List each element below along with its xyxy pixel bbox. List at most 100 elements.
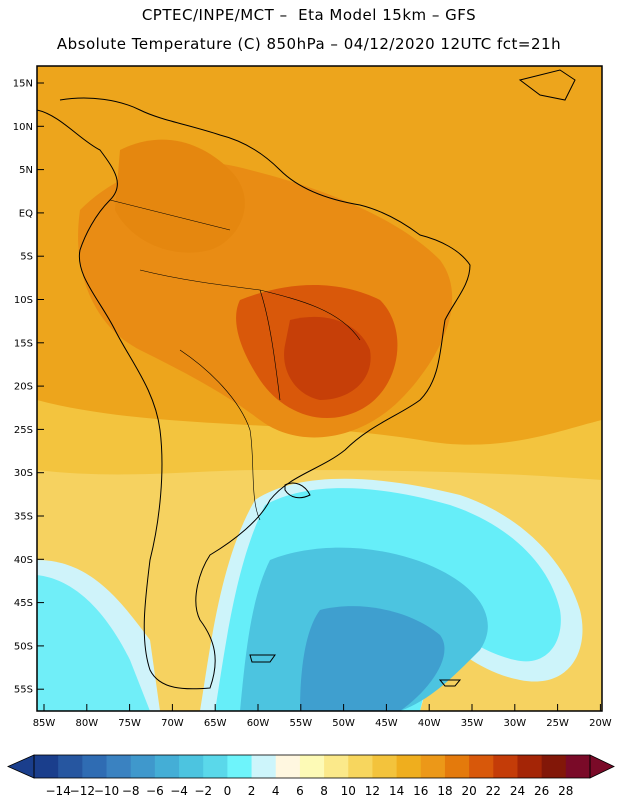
lat-tick-label: EQ <box>19 208 33 219</box>
cold-west <box>37 575 150 711</box>
colorbar-swatch <box>130 755 156 778</box>
lat-tick-label: 10S <box>14 295 33 306</box>
colorbar-swatch <box>493 755 518 778</box>
colorbar-swatch <box>299 755 325 778</box>
colorbar-label: 0 <box>224 784 232 798</box>
colorbar-label: 4 <box>272 784 280 798</box>
lat-tick-label: 30S <box>14 468 33 479</box>
border-3 <box>109 199 231 231</box>
border-1 <box>139 269 361 341</box>
lat-tick-label: 5S <box>20 252 33 263</box>
lon-tick-label: 55W <box>289 718 312 729</box>
temperature-field <box>37 66 602 711</box>
caribbean-islands <box>518 69 576 101</box>
plata-estuary <box>284 482 311 499</box>
colorbar-label: 6 <box>296 784 304 798</box>
cold-core-deep <box>300 606 445 711</box>
lon-tick-label: 75W <box>118 718 141 729</box>
lon-tick-label: 25W <box>546 718 569 729</box>
colorbar-label: −8 <box>122 784 140 798</box>
colorbar-swatch <box>58 755 83 778</box>
lon-tick-label: 40W <box>418 718 441 729</box>
colorbar-label: −14 <box>46 784 71 798</box>
colorbar-swatch <box>34 755 59 778</box>
lat-tick-label: 5N <box>19 165 33 176</box>
colorbar-swatch <box>275 755 301 778</box>
core-temp-24 <box>284 316 371 400</box>
colorbar-label: 20 <box>461 784 476 798</box>
lon-tick-label: 65W <box>204 718 227 729</box>
lon-tick-label: 85W <box>33 718 56 729</box>
colorbar-label: 22 <box>486 784 501 798</box>
colorbar-swatch <box>420 755 446 778</box>
colorbar-frame <box>33 754 591 779</box>
lat-tick-label: 45S <box>14 598 33 609</box>
colorbar-min-arrow <box>7 754 35 779</box>
colorbar-swatch <box>444 755 470 778</box>
colorbar-swatch <box>203 755 228 778</box>
lon-tick-label: 80W <box>75 718 98 729</box>
colorbar-label: −10 <box>94 784 119 798</box>
border-4 <box>259 289 281 401</box>
colorbar-label: 10 <box>341 784 356 798</box>
colorbar-swatch <box>372 755 398 778</box>
lon-tick-group: 85W 80W 75W 70W 65W 60W 55W 50W 45W 40W 35W 30W 25W 2… <box>33 704 612 729</box>
colorbar-swatch <box>106 755 132 778</box>
colorbar-swatch <box>324 755 349 778</box>
colorbar-swatch <box>396 755 422 778</box>
colorbar-label: 12 <box>365 784 380 798</box>
border-2 <box>179 349 261 521</box>
lat-tick-label: 10N <box>13 122 33 133</box>
colorbar-swatch <box>517 755 543 778</box>
lon-tick-label: 35W <box>461 718 484 729</box>
coastlines <box>37 69 576 690</box>
colorbar-swatch <box>251 755 277 778</box>
continent-outline <box>37 97 471 690</box>
colorbar-label: 16 <box>413 784 428 798</box>
colorbar-swatch <box>541 755 567 778</box>
colorbar-swatch <box>154 755 180 778</box>
colorbar-swatch <box>565 755 591 778</box>
colorbar-label: 26 <box>534 784 549 798</box>
lon-tick-label: 70W <box>161 718 184 729</box>
north-land-warm <box>115 139 245 253</box>
lat-tick-label: 20S <box>14 382 33 393</box>
colorbar-swatch <box>348 755 373 778</box>
lon-tick-label: 30W <box>503 718 526 729</box>
colorbar-label: 28 <box>558 784 573 798</box>
plot-frame <box>36 65 603 712</box>
lon-tick-label: 60W <box>247 718 270 729</box>
title-line-1: CPTEC/INPE/MCT – Eta Model 15km – GFS <box>141 6 477 24</box>
lat-tick-label: 35S <box>14 512 33 523</box>
lon-tick-label: 20W <box>589 718 612 729</box>
colorbar-swatch <box>469 755 494 778</box>
colorbar-label: 2 <box>248 784 256 798</box>
colorbar-label: −4 <box>170 784 188 798</box>
colorbar-label: 18 <box>437 784 452 798</box>
lat-tick-label: 50S <box>14 641 33 652</box>
south-georgia <box>438 679 462 687</box>
colorbar-swatch <box>227 755 253 778</box>
lat-tick-label: 15N <box>13 79 33 90</box>
lat-tick-group: 15N 10N 5N EQ 5S 10S 15S 20S 25S 30S 35S 40S 45S 50S 5… <box>13 79 44 696</box>
country-borders <box>109 199 361 521</box>
lon-tick-label: 45W <box>375 718 398 729</box>
lat-tick-label: 25S <box>14 425 33 436</box>
colorbar-swatch <box>82 755 108 778</box>
colorbar-swatch <box>179 755 204 778</box>
colorbar-label: 8 <box>320 784 328 798</box>
colorbar-label: −2 <box>194 784 212 798</box>
colorbar-label: −6 <box>146 784 164 798</box>
colorbar-label: 14 <box>389 784 404 798</box>
colorbar-max-arrow <box>589 754 615 779</box>
title-line-2: Absolute Temperature (C) 850hPa – 04/12/… <box>56 35 562 53</box>
lat-tick-label: 55S <box>14 685 33 696</box>
lat-tick-label: 15S <box>14 338 33 349</box>
lat-tick-label: 40S <box>14 555 33 566</box>
colorbar-label: −12 <box>70 784 95 798</box>
falklands <box>249 654 276 663</box>
lon-tick-label: 50W <box>332 718 355 729</box>
colorbar: −14−12−10 −8 −6 −4 −2 0 2 4 6 8 10 12 14 16 18 20 22 24 26… <box>7 754 615 798</box>
colorbar-label: 24 <box>510 784 525 798</box>
